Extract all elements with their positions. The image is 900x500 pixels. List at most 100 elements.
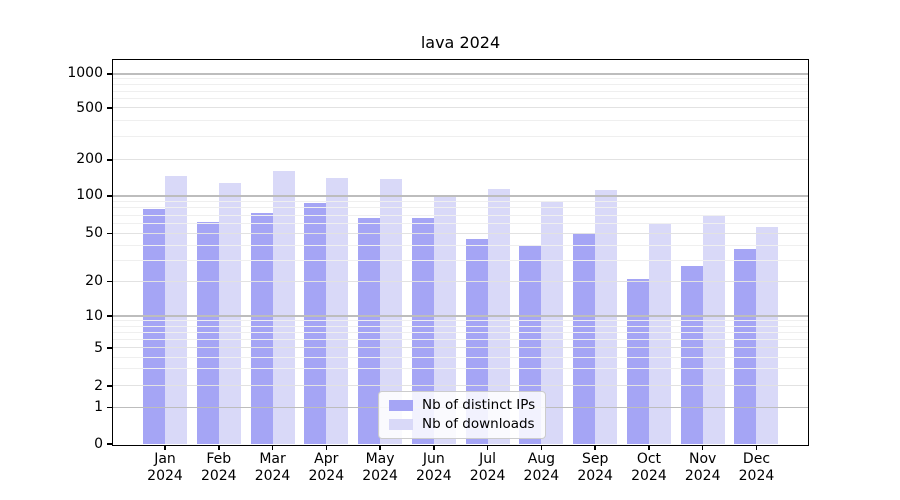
y-tick-200	[107, 159, 113, 161]
x-tick-label-feb: Feb 2024	[200, 451, 237, 484]
gridline-80	[113, 207, 808, 209]
y-tick-label-10: 10	[85, 307, 103, 324]
x-tick-label-jan: Jan 2024	[147, 451, 183, 484]
y-tick-100	[107, 195, 113, 197]
x-tick-label-oct: Oct 2024	[631, 451, 667, 484]
legend-label-distinct-ips: Nb of distinct IPs	[422, 397, 536, 413]
gridline-2	[113, 385, 808, 387]
y-tick-50	[107, 232, 113, 235]
gridline-700	[113, 90, 808, 92]
gridline-900	[113, 78, 808, 80]
y-tick-label-1000: 1000	[67, 65, 103, 82]
gridline-70	[113, 214, 808, 216]
bar-downloads-aug	[541, 201, 564, 444]
gridline-10	[113, 315, 808, 317]
x-tick-jul	[486, 444, 489, 450]
gridline-40	[113, 244, 808, 246]
x-tick-may	[379, 444, 381, 450]
bar-distinct-ips-mar	[250, 213, 273, 444]
x-tick-aug	[540, 444, 543, 450]
legend-swatch-distinct-ips-icon	[389, 400, 413, 411]
gridline-300	[113, 136, 808, 138]
y-tick-2	[107, 385, 113, 387]
y-tick-label-500: 500	[76, 99, 103, 116]
y-tick-label-100: 100	[76, 187, 103, 204]
bar-distinct-ips-nov	[680, 265, 703, 444]
x-tick-feb	[217, 444, 220, 450]
y-tick-label-0: 0	[94, 435, 103, 452]
x-tick-label-apr: Apr 2024	[308, 451, 345, 484]
bar-downloads-feb	[218, 182, 241, 444]
gridline-100	[113, 195, 808, 197]
y-tick-500	[107, 107, 113, 109]
legend-item-downloads: Nb of downloads	[389, 417, 535, 432]
y-tick-label-200: 200	[76, 151, 103, 168]
x-tick-label-may: May 2024	[362, 451, 398, 484]
gridline-7	[113, 331, 808, 333]
x-tick-sep	[594, 444, 596, 450]
gridline-90	[113, 200, 808, 202]
bar-downloads-sep	[595, 190, 618, 444]
x-tick-apr	[325, 444, 328, 450]
x-tick-label-jun: Jun 2024	[416, 451, 452, 484]
gridline-200	[113, 159, 808, 161]
y-tick-1	[107, 406, 113, 409]
gridline-30	[113, 259, 808, 261]
x-tick-jun	[433, 444, 435, 450]
gridline-60	[113, 222, 808, 224]
bar-downloads-apr	[326, 178, 349, 444]
x-tick-label-dec: Dec 2024	[738, 451, 775, 484]
bar-downloads-nov	[702, 215, 725, 444]
x-tick-oct	[648, 444, 650, 450]
legend-swatch-downloads-icon	[389, 419, 413, 430]
x-tick-nov	[701, 444, 704, 450]
gridline-50	[113, 232, 808, 234]
y-tick-label-5: 5	[94, 339, 103, 356]
bar-distinct-ips-oct	[626, 279, 649, 444]
gridline-400	[113, 119, 808, 121]
bar-distinct-ips-feb	[196, 221, 219, 444]
gridline-20	[113, 280, 808, 282]
bar-downloads-oct	[648, 222, 671, 444]
gridline-500	[113, 107, 808, 109]
x-tick-mar	[271, 444, 274, 450]
gridline-5	[113, 347, 808, 349]
y-tick-1000	[107, 73, 113, 75]
x-tick-label-jul: Jul 2024	[469, 451, 506, 484]
y-tick-label-50: 50	[85, 225, 103, 242]
bar-distinct-ips-jun	[411, 217, 434, 444]
y-tick-5	[107, 347, 113, 349]
bar-distinct-ips-dec	[734, 249, 757, 444]
gridline-600	[113, 98, 808, 100]
chart-title: lava 2024	[420, 33, 501, 52]
gridline-4	[113, 356, 808, 358]
x-tick-jan	[164, 444, 166, 450]
x-tick-label-nov: Nov 2024	[684, 451, 721, 484]
bar-distinct-ips-apr	[304, 202, 327, 444]
y-tick-label-1: 1	[94, 399, 103, 416]
gridline-1000	[113, 73, 808, 75]
legend-item-distinct-ips: Nb of distinct IPs	[389, 398, 535, 413]
y-tick-0	[107, 443, 113, 445]
gridline-3	[113, 368, 808, 370]
x-tick-label-sep: Sep 2024	[577, 451, 613, 484]
y-tick-10	[107, 315, 113, 317]
y-tick-label-20: 20	[85, 273, 103, 290]
bar-downloads-mar	[272, 170, 295, 444]
bar-distinct-ips-may	[358, 217, 381, 444]
y-tick-20	[107, 280, 113, 283]
x-tick-label-mar: Mar 2024	[254, 451, 291, 484]
bar-distinct-ips-sep	[573, 232, 596, 444]
legend: Nb of distinct IPs Nb of downloads	[378, 391, 546, 439]
gridline-6	[113, 338, 808, 340]
x-tick-dec	[755, 444, 758, 450]
plot-area	[113, 60, 808, 444]
legend-label-downloads: Nb of downloads	[422, 416, 535, 432]
gridline-9	[113, 320, 808, 322]
bar-downloads-jun	[433, 194, 456, 444]
gridline-800	[113, 84, 808, 86]
gridline-8	[113, 325, 808, 327]
x-tick-label-aug: Aug 2024	[523, 451, 560, 484]
y-tick-label-2: 2	[94, 377, 103, 394]
